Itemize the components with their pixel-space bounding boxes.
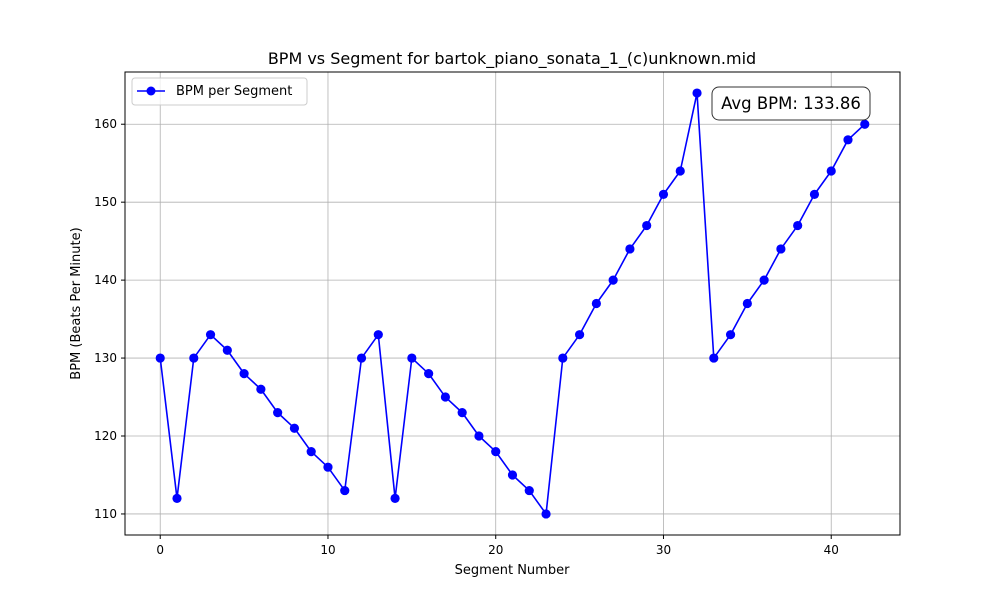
data-point	[725, 330, 736, 340]
data-point	[776, 244, 786, 254]
data-point	[323, 462, 333, 472]
data-point	[289, 423, 300, 433]
plot-frame	[124, 71, 901, 536]
data-point	[524, 485, 534, 496]
data-point	[709, 353, 719, 363]
data-point	[742, 298, 752, 309]
x-tick-label: 0	[156, 543, 164, 557]
data-point	[541, 509, 551, 519]
data-point	[424, 369, 434, 379]
data-point	[507, 470, 518, 480]
data-point	[172, 493, 182, 503]
chart-title: BPM vs Segment for bartok_piano_sonata_1…	[268, 49, 756, 69]
series-group	[155, 88, 870, 519]
data-point	[759, 275, 769, 285]
data-point	[155, 353, 165, 363]
legend-box	[131, 77, 308, 106]
data-point	[809, 189, 820, 199]
data-point	[826, 166, 836, 176]
grid-lines	[125, 72, 900, 535]
data-point	[205, 330, 216, 340]
legend-marker-swatch	[146, 86, 156, 96]
data-point	[273, 408, 283, 418]
x-tick-label: 20	[488, 543, 503, 557]
data-point	[440, 392, 451, 402]
data-point	[457, 408, 467, 418]
annotation-text: Avg BPM: 133.86	[721, 94, 861, 113]
data-point	[239, 369, 249, 379]
x-tick-label: 40	[824, 543, 839, 557]
avg-bpm-annotation: Avg BPM: 133.86	[711, 86, 871, 121]
y-tick-label: 120	[94, 429, 117, 443]
data-point	[658, 189, 669, 199]
y-axis-label: BPM (Beats Per Minute)	[69, 227, 84, 379]
legend: BPM per Segment	[131, 77, 308, 106]
x-tick-label: 30	[656, 543, 671, 557]
y-tick-label: 160	[94, 117, 117, 131]
data-point	[591, 298, 601, 309]
y-tick-label: 140	[94, 273, 117, 287]
data-point	[222, 345, 232, 355]
x-tick-label: 10	[320, 543, 335, 557]
data-point	[642, 220, 652, 231]
axis-ticks: 0 10 20 30 40 110 120 130 140 150 160	[94, 117, 839, 557]
x-axis-label: Segment Number	[455, 563, 571, 578]
data-point	[390, 493, 400, 503]
data-point	[843, 135, 853, 145]
data-point	[574, 330, 585, 340]
data-point	[491, 446, 501, 457]
annotation-box	[711, 86, 871, 121]
data-point	[474, 431, 484, 441]
data-point	[189, 353, 199, 363]
data-point	[306, 446, 316, 457]
y-tick-label: 110	[94, 507, 117, 521]
y-tick-label: 130	[94, 351, 117, 365]
data-point	[692, 88, 702, 98]
data-point	[675, 166, 685, 176]
y-tick-label: 150	[94, 195, 117, 209]
legend-entry-bpm-per-segment: BPM per Segment	[176, 84, 292, 99]
data-point	[625, 244, 635, 254]
data-point	[340, 485, 350, 496]
data-point	[793, 220, 803, 231]
data-point	[860, 119, 870, 129]
data-point	[608, 275, 618, 285]
data-point	[356, 353, 367, 363]
data-point	[558, 353, 568, 363]
data-point	[407, 353, 417, 363]
data-point	[256, 384, 266, 394]
data-point	[373, 330, 383, 340]
